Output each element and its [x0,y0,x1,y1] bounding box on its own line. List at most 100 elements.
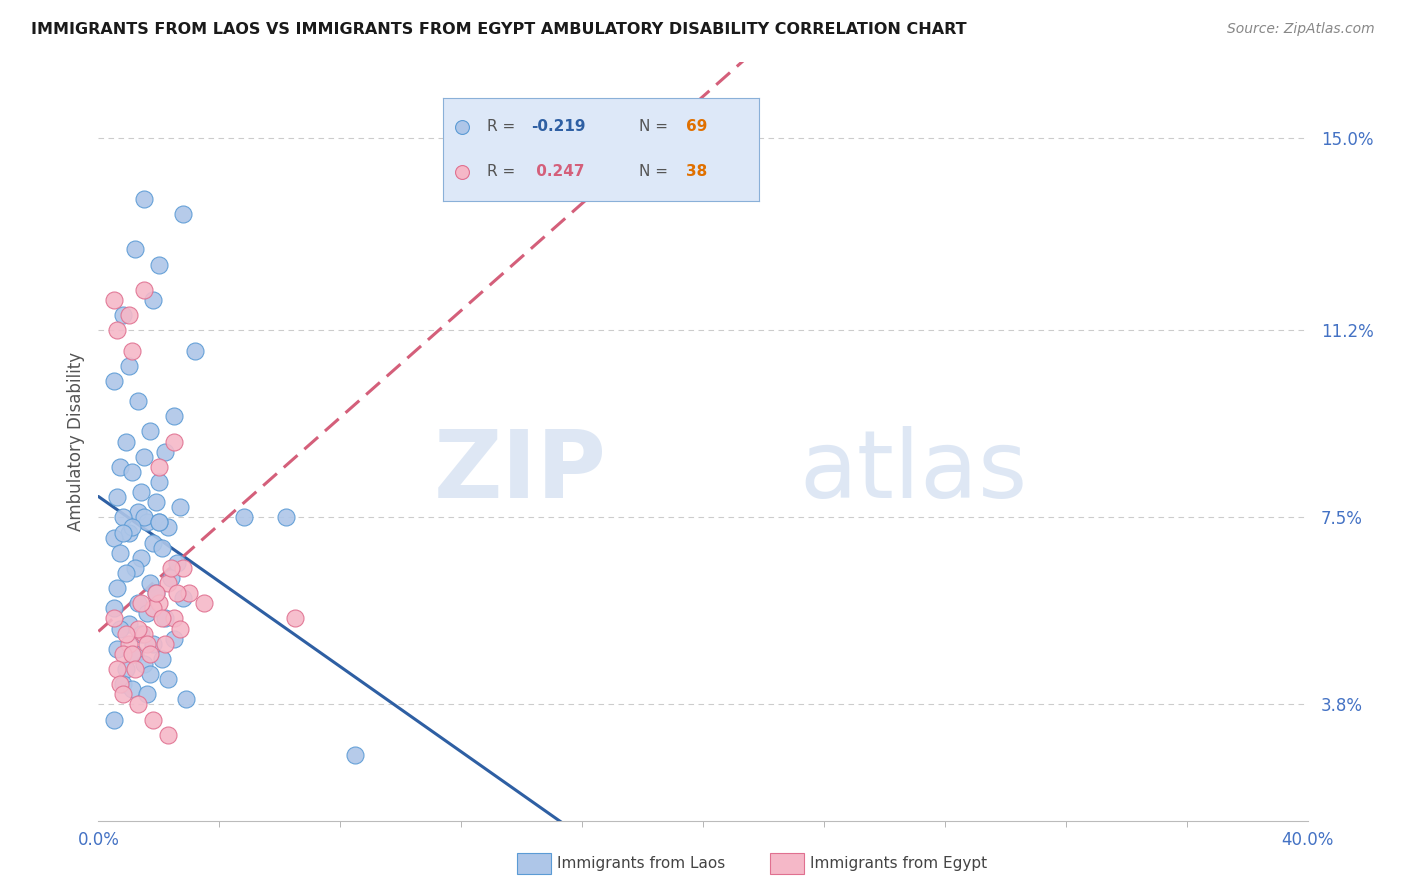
Point [135,687,157,701]
Point [139,667,162,681]
Point [169,500,191,515]
Point [166,586,188,600]
Point [124,662,146,676]
Point [129,485,152,500]
Point [114,566,136,580]
Text: ZIP: ZIP [433,425,606,518]
Point [127,505,149,519]
Point [150,611,173,625]
Point [153,444,176,458]
Point [111,687,134,701]
Point [105,323,128,337]
Point [105,662,128,676]
Point [127,622,149,636]
Point [103,713,125,727]
Point [148,596,170,610]
Point [105,490,128,504]
Point [139,647,162,661]
Point [121,520,143,534]
Y-axis label: Ambulatory Disability: Ambulatory Disability [66,352,84,531]
Point [172,591,194,606]
Point [118,525,141,540]
Point [111,510,134,524]
Point [118,359,141,373]
Point [129,626,152,640]
Point [108,622,131,636]
Point [114,434,136,449]
Point [166,556,188,570]
Point [179,586,201,600]
Point [124,561,146,575]
Point [114,662,136,676]
Point [118,637,141,651]
Point [145,495,167,509]
Point [163,434,186,449]
Point [142,535,165,549]
Point [169,622,191,636]
Point [172,561,194,575]
Point [103,293,125,307]
Point [284,611,307,625]
Point [139,576,162,591]
Point [150,541,173,555]
Point [121,465,143,479]
Point [172,207,194,221]
Point [148,516,170,530]
Point [142,637,165,651]
Text: atlas: atlas [800,425,1028,518]
Point [121,343,143,358]
Point [132,192,155,206]
Point [132,283,155,297]
Point [142,293,165,307]
Point [344,747,367,762]
Point [129,596,152,610]
Point [132,626,155,640]
Point [142,713,165,727]
Point [121,682,143,697]
Point [124,647,146,661]
Point [156,520,179,534]
Point [114,626,136,640]
Point [127,698,149,712]
Text: IMMIGRANTS FROM LAOS VS IMMIGRANTS FROM EGYPT AMBULATORY DISABILITY CORRELATION : IMMIGRANTS FROM LAOS VS IMMIGRANTS FROM … [31,22,966,37]
Point [103,601,125,615]
Point [118,616,141,631]
Point [139,425,162,439]
Point [103,531,125,545]
Point [105,581,128,595]
Point [124,243,146,257]
Point [132,450,155,464]
Point [160,571,183,585]
Point [142,601,165,615]
Point [108,546,131,560]
Point [148,475,170,489]
Point [111,308,134,322]
Point [148,258,170,272]
Point [184,343,207,358]
Point [132,657,155,671]
Point [153,637,176,651]
Point [105,641,128,656]
Point [163,409,186,424]
Point [103,611,125,625]
Point [135,637,157,651]
Point [156,672,179,686]
Point [156,728,179,742]
Point [108,459,131,474]
Point [111,525,134,540]
Point [129,550,152,565]
Point [127,394,149,409]
Point [135,607,157,621]
Point [111,677,134,691]
Point [193,596,215,610]
Point [135,516,157,530]
Text: Immigrants from Laos: Immigrants from Laos [557,856,725,871]
Point [132,510,155,524]
Point [163,632,186,646]
Point [118,308,141,322]
Point [145,586,167,600]
Text: Immigrants from Egypt: Immigrants from Egypt [810,856,987,871]
Point [127,596,149,610]
Text: Source: ZipAtlas.com: Source: ZipAtlas.com [1227,22,1375,37]
Point [160,561,183,575]
